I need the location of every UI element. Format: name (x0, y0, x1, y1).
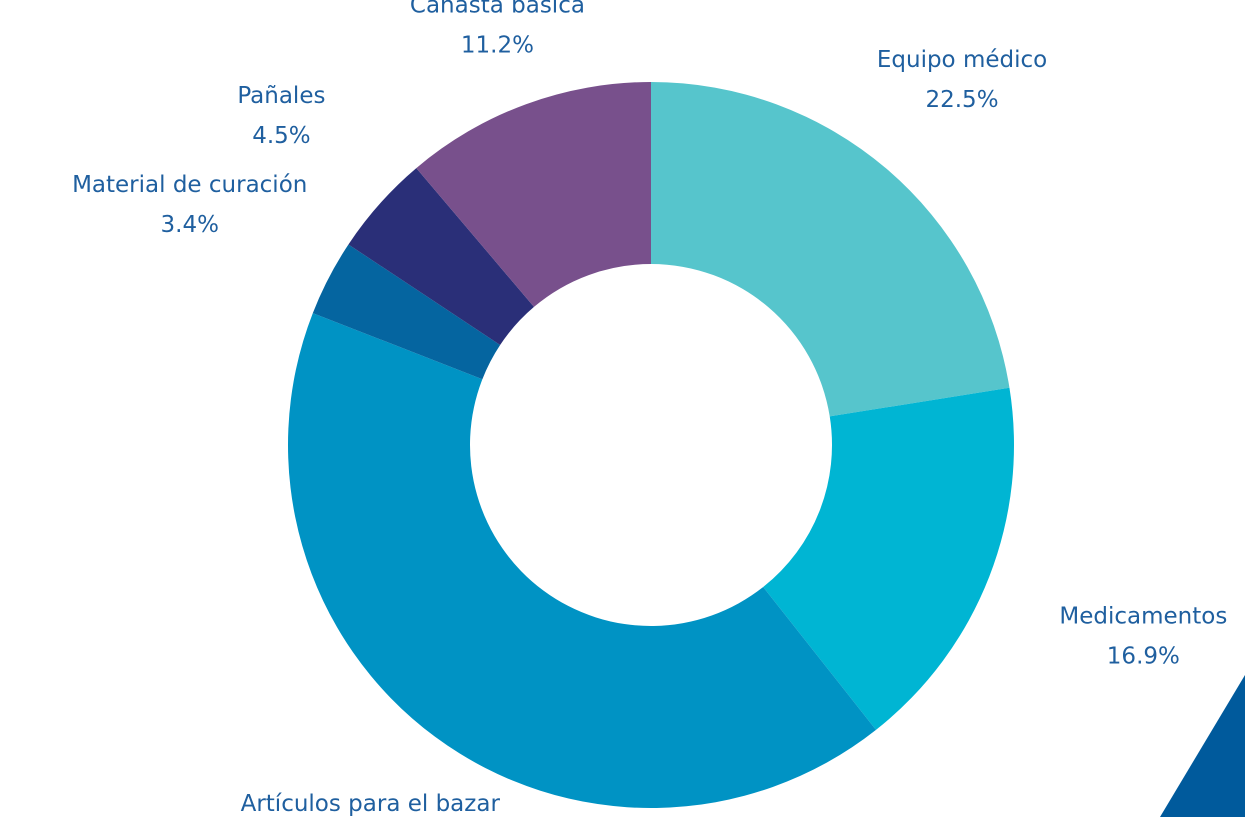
slice (312, 244, 501, 380)
slice-label: Material de curación (72, 172, 307, 198)
slice-label: Pañales (237, 83, 325, 109)
slice (288, 313, 876, 808)
slice (416, 82, 651, 307)
slice (348, 168, 534, 346)
slice-value: 11.2% (461, 33, 534, 59)
slice-value: 3.4% (161, 212, 219, 238)
slice-value: 4.5% (252, 123, 310, 149)
slice (763, 387, 1015, 730)
slice (651, 82, 1010, 417)
slice-label: Artículos para el bazar (241, 791, 501, 817)
slice-value: 16.9% (1107, 644, 1180, 670)
decoration (1160, 675, 1245, 817)
slice-value: 22.5% (925, 87, 998, 113)
slice-label: Medicamentos (1059, 604, 1227, 630)
slice-label: Equipo médico (877, 47, 1047, 73)
slice-label: Canasta básica (410, 0, 585, 19)
